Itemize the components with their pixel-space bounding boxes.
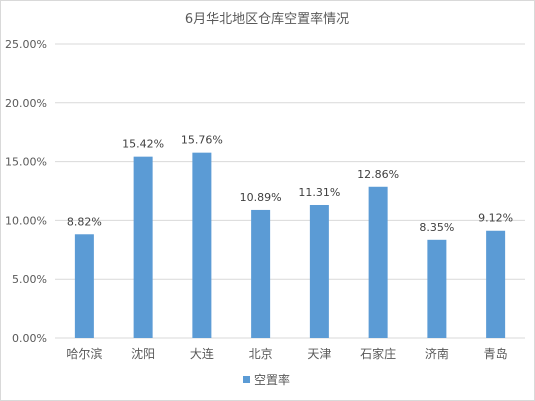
bar [251,209,271,338]
bars [74,152,506,338]
y-tick-label: 15.00% [5,156,47,169]
category-label: 青岛 [484,346,508,361]
category-label: 天津 [307,347,331,361]
legend-swatch [243,376,250,383]
legend: 空置率 [243,372,290,387]
bar [368,186,388,338]
bar [74,234,94,338]
gridlines [55,43,525,339]
y-tick-label: 20.00% [5,97,47,110]
bar [427,239,447,338]
category-label: 石家庄 [360,346,396,361]
data-label: 10.89% [240,191,282,204]
data-label: 8.82% [67,215,102,228]
y-tick-label: 10.00% [5,214,47,227]
chart-title: 6月华北地区仓库空置率情况 [185,11,349,27]
legend-label: 空置率 [254,372,290,387]
data-labels: 8.82% 15.42% 15.76% 10.89% 11.31% 12.86% 8.35%… [67,134,513,234]
category-label: 大连 [190,346,214,361]
x-axis-categories: 哈尔滨 沈阳 大连 北京 天津 石家庄 济南 青岛 [66,346,507,361]
bar [309,204,329,338]
data-label: 8.35% [419,221,454,234]
data-label: 15.76% [181,134,223,147]
category-label: 北京 [249,347,273,361]
category-label: 哈尔滨 [66,346,102,361]
category-label: 济南 [425,346,449,361]
bar [192,152,212,338]
bar [133,156,153,338]
y-tick-label: 25.00% [5,38,47,51]
y-tick-label: 5.00% [12,273,47,286]
y-axis-ticks: 0.00% 5.00% 10.00% 15.00% 20.00% 25.00% [5,38,47,345]
data-label: 12.86% [357,168,399,181]
category-label: 沈阳 [131,346,155,361]
data-label: 11.31% [298,186,340,199]
bar [486,230,506,338]
y-tick-label: 0.00% [12,332,47,345]
data-label: 15.42% [122,138,164,151]
data-label: 9.12% [478,212,513,225]
